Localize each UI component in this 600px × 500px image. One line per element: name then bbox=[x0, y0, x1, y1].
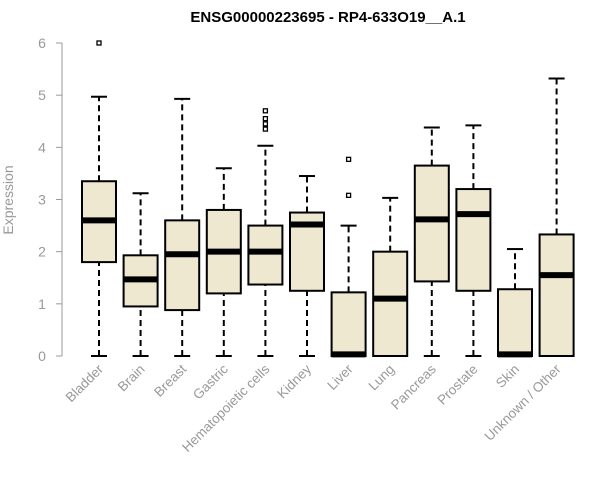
box-lung bbox=[372, 196, 409, 358]
outlier-point bbox=[262, 115, 269, 122]
x-tick-label: Kidney bbox=[274, 361, 314, 401]
x-tick-label: Breast bbox=[151, 361, 189, 399]
y-tick-label: 0 bbox=[38, 348, 46, 364]
y-axis-label: Expression bbox=[0, 165, 16, 234]
box-pancreas bbox=[413, 126, 450, 357]
y-axis: 0 1 2 3 4 5 6 bbox=[38, 35, 63, 364]
outlier-point bbox=[345, 192, 352, 198]
y-tick-label: 5 bbox=[38, 87, 46, 103]
box-liver bbox=[330, 156, 367, 358]
box-iqr bbox=[247, 224, 284, 286]
y-tick-label: 6 bbox=[38, 35, 46, 51]
chart-title: ENSG00000223695 - RP4-633O19__A.1 bbox=[190, 9, 465, 26]
y-tick-label: 1 bbox=[38, 296, 46, 312]
x-tick-label: Unknown / Other bbox=[481, 361, 564, 444]
box-bladder bbox=[81, 40, 117, 357]
x-tick-label: Liver bbox=[324, 361, 356, 393]
box-brain bbox=[122, 192, 159, 357]
x-tick-label: Bladder bbox=[63, 361, 107, 405]
box-iqr bbox=[497, 288, 533, 357]
outlier-point bbox=[262, 126, 269, 132]
box-skin bbox=[497, 248, 533, 358]
y-tick-label: 2 bbox=[38, 244, 46, 260]
outlier-point bbox=[262, 108, 269, 114]
box-iqr bbox=[372, 250, 409, 358]
outlier-point bbox=[96, 40, 102, 46]
y-tick-label: 4 bbox=[38, 139, 46, 155]
box-iqr bbox=[455, 188, 492, 292]
x-tick-label: Lung bbox=[365, 362, 397, 394]
box-prostate bbox=[455, 124, 492, 357]
x-tick-label: Gastric bbox=[190, 361, 231, 402]
box-iqr bbox=[164, 219, 201, 312]
box-unknown-other bbox=[538, 77, 575, 357]
box-kidney bbox=[289, 175, 325, 357]
outlier-point bbox=[262, 121, 269, 127]
x-tick-label: Prostate bbox=[434, 362, 480, 408]
box-breast bbox=[164, 97, 201, 357]
x-tick-label: Skin bbox=[493, 362, 522, 391]
y-tick-label: 3 bbox=[38, 192, 46, 208]
outlier-point bbox=[345, 156, 352, 162]
box-iqr bbox=[330, 291, 367, 357]
box-hematopoietic-cells bbox=[247, 108, 284, 357]
x-tick-label: Pancreas bbox=[388, 361, 439, 412]
boxes bbox=[81, 40, 575, 358]
box-gastric bbox=[205, 167, 242, 357]
box-iqr bbox=[538, 233, 575, 357]
box-iqr bbox=[413, 164, 450, 283]
x-tick-label: Brain bbox=[115, 362, 148, 395]
